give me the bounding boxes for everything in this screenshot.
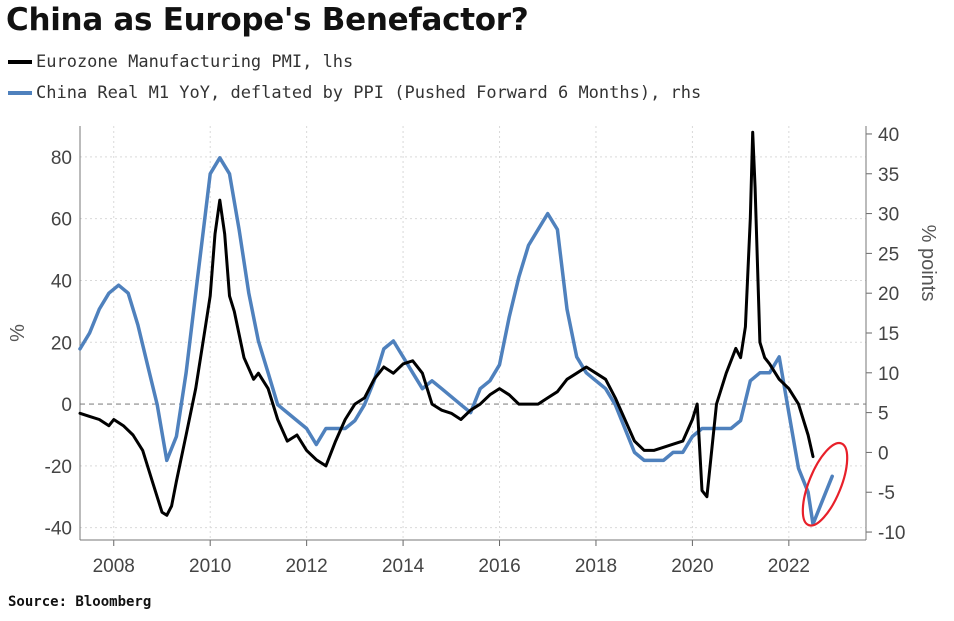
legend-swatch-m1 [8,91,32,95]
y-tick-label-left: 80 [51,148,72,169]
y-axis-label-left: % [7,324,29,342]
x-tick-label: 2010 [189,556,231,577]
x-tick-label: 2012 [285,556,327,577]
chart-title: China as Europe's Benefactor? [6,2,529,38]
y-tick-label-right: -10 [878,523,905,544]
y-tick-label-right: 10 [878,364,899,385]
x-tick-label: 2008 [93,556,135,577]
y-tick-label-left: 0 [61,395,72,416]
annotation-ellipse [801,441,849,527]
y-tick-label-right: 5 [878,404,889,425]
x-tick-label: 2014 [382,556,425,577]
y-tick-label-left: 40 [51,271,72,292]
source-note: Source: Bloomberg [8,594,152,610]
y-tick-label-left: -20 [45,457,72,478]
series-lines [78,130,834,526]
y-tick-label-left: 60 [51,210,72,231]
x-tick-label: 2022 [768,556,810,577]
y-tick-label-right: 25 [878,244,899,265]
legend-label-pmi: Eurozone Manufacturing PMI, lhs [36,52,354,72]
y-tick-label-right: 15 [878,324,899,345]
y-tick-label-right: 30 [878,205,899,226]
legend-item-m1: China Real M1 YoY, deflated by PPI (Push… [8,83,701,103]
x-tick-label: 2018 [575,556,617,577]
plot-frame [79,126,872,546]
legend-label-m1: China Real M1 YoY, deflated by PPI (Push… [36,83,702,103]
series-line-pmi [78,130,815,517]
y-tick-label-right: -5 [878,483,895,504]
y-tick-label-left: -40 [45,519,72,540]
annotations [801,441,849,527]
y-tick-label-right: 35 [878,165,899,186]
y-tick-label-right: 20 [878,284,899,305]
x-tick-label: 2020 [671,556,713,577]
series-line-m1 [78,156,834,526]
y-tick-label-left: 20 [51,333,72,354]
legend-swatch-pmi [8,60,32,64]
y-axis-label-right: % points [917,225,939,302]
legend-item-pmi: Eurozone Manufacturing PMI, lhs [8,52,353,72]
x-tick-label: 2016 [478,556,520,577]
y-tick-label-right: 40 [878,125,899,146]
y-tick-label-right: 0 [878,443,889,464]
gridlines [80,126,866,540]
